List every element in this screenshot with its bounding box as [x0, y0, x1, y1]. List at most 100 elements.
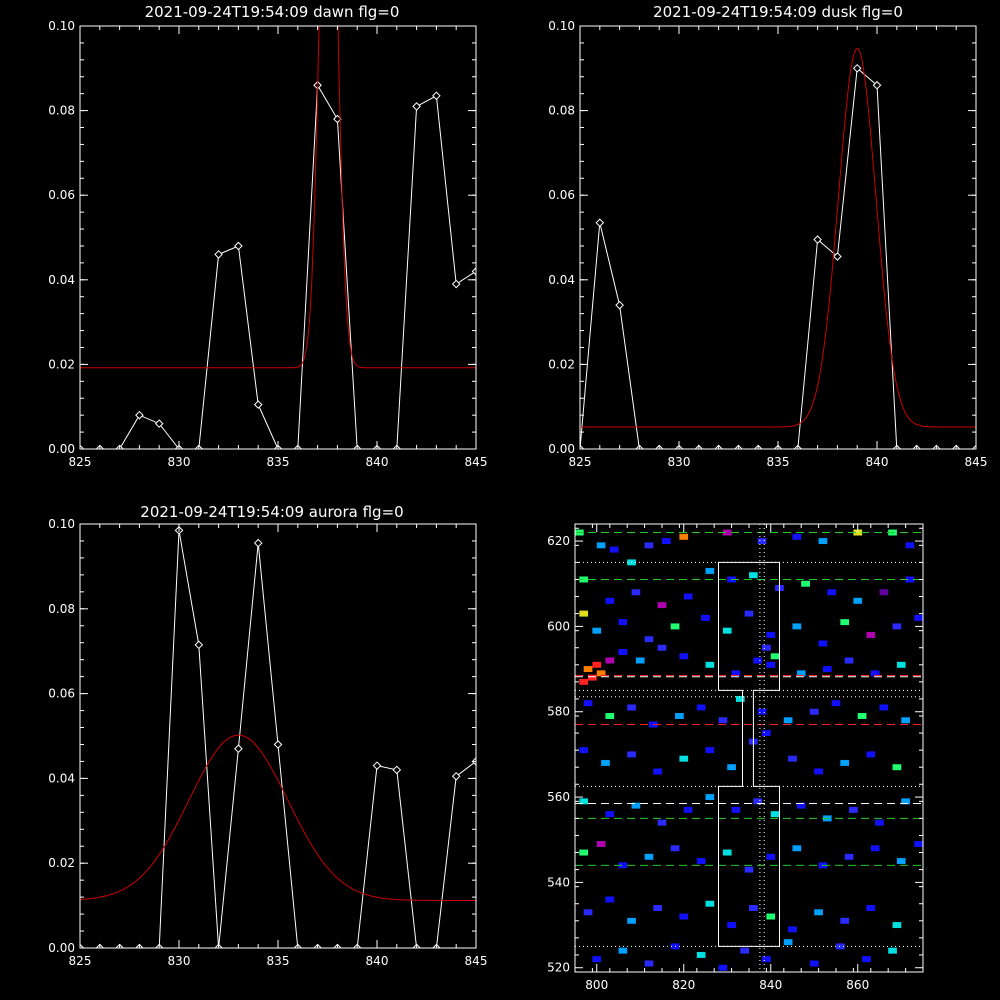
image-pixel-2	[609, 546, 619, 553]
image-pixel-76	[857, 713, 867, 719]
aurora-data-point-0	[80, 943, 85, 948]
image-pixel-57	[766, 661, 776, 668]
image-pixel-77	[879, 704, 889, 711]
dawn-ytick-label-4: 0.08	[48, 104, 75, 118]
aurora-data-point-15	[372, 761, 382, 770]
dawn-ytick-label-0: 0.00	[48, 442, 75, 456]
image-pixel-79	[579, 747, 589, 754]
aurora-title: 2021-09-24T19:54:09 aurora flg=0	[140, 503, 403, 521]
image-pixel-29	[592, 627, 602, 634]
image-pixel-36	[766, 631, 776, 638]
dusk-data-point-0	[580, 444, 585, 449]
image-pixel-118	[844, 853, 854, 860]
image-pixel-74	[809, 708, 819, 715]
image-pixel-49	[618, 649, 628, 655]
dusk-fit-curve	[580, 47, 976, 428]
image-pixel-46	[596, 670, 606, 677]
image-pixel-125	[653, 905, 662, 911]
image-pixel-1	[596, 542, 606, 549]
image-pixel-82	[653, 768, 662, 775]
dawn-panel: 2021-09-24T19:54:09 dawn flg=0 825 830 835…	[48, 3, 488, 469]
image-pixel-35	[744, 610, 754, 617]
dusk-xtick-label-3: 840	[866, 455, 889, 469]
dusk-data-point-2	[615, 300, 624, 310]
image-pixel-131	[788, 926, 797, 933]
image-pixel-144	[783, 939, 793, 946]
image-pixel-7	[722, 529, 732, 536]
image-xtick-label-2: 840	[759, 978, 782, 992]
image-ytick-label-1: 540	[547, 875, 570, 889]
image-pixel-84	[705, 747, 715, 754]
image-ytick-label-4: 600	[547, 619, 570, 633]
image-pixel-136	[592, 956, 602, 963]
image-pixel-47	[579, 678, 589, 685]
image-pixel-48	[605, 657, 615, 664]
aurora-ytick-label-4: 0.08	[48, 602, 75, 616]
image-pixel-40	[866, 631, 876, 638]
aurora-xtick-label-3: 840	[366, 954, 389, 968]
image-pixel-124	[627, 917, 636, 924]
image-pixel-45	[592, 661, 602, 668]
dawn-data-point-8	[234, 241, 243, 251]
image-pixel-28	[579, 610, 589, 617]
dusk-ytick-label-1: 0.02	[548, 357, 575, 371]
image-pixel-78	[901, 717, 910, 724]
image-pixel-21	[749, 572, 758, 579]
dawn-data-point-4	[154, 419, 164, 428]
image-pixel-70	[718, 717, 728, 724]
dawn-data-point-7	[214, 250, 223, 259]
dawn-data-point-20	[471, 267, 476, 276]
image-pixel-26	[879, 589, 889, 596]
image-pixel-43	[583, 666, 593, 673]
image-pixel-8	[757, 538, 767, 545]
image-pixel-83	[679, 755, 689, 762]
image-pixel-60	[822, 666, 832, 673]
image-pixel-24	[827, 589, 836, 596]
image-pixel-97	[683, 806, 693, 813]
image-pixel-134	[866, 905, 876, 911]
image-pixel-64	[583, 700, 593, 707]
dusk-title: 2021-09-24T19:54:09 dusk flg=0	[653, 3, 903, 21]
image-pixel-126	[679, 913, 689, 920]
aurora-data-point-19	[451, 771, 461, 781]
image-pixel-99	[731, 806, 741, 813]
dusk-ytick-label-2: 0.04	[548, 273, 575, 287]
dawn-xtick-label-4: 845	[465, 455, 488, 469]
dawn-ytick-label-5: 0.10	[48, 19, 75, 33]
image-ytick-label-0: 520	[547, 961, 570, 975]
dusk-xtick-label-4: 845	[965, 455, 988, 469]
image-pixel-13	[905, 542, 915, 549]
image-pixel-107	[579, 849, 589, 856]
dusk-ytick-label-4: 0.08	[548, 104, 575, 118]
image-pixel-75	[831, 700, 841, 707]
image-pixel-148	[888, 947, 897, 954]
image-pixel-65	[605, 713, 615, 719]
image-pixel-19	[705, 567, 715, 574]
dusk-plot-area	[580, 47, 976, 449]
image-box-outline	[718, 561, 780, 947]
aurora-fit-curve	[80, 734, 476, 901]
image-pixel-147	[862, 956, 871, 963]
image-pixel-142	[740, 947, 749, 954]
image-pixel-31	[644, 636, 654, 643]
dawn-data-line	[80, 83, 476, 449]
image-panel: 800 820 840 860 520 540 560 580 600 620	[547, 523, 924, 992]
image-pixel-54	[731, 670, 741, 677]
aurora-data-point-9	[253, 538, 263, 548]
image-pixel-92	[892, 764, 902, 771]
image-pixel-94	[605, 811, 615, 818]
image-pixel-106	[901, 798, 910, 805]
image-pixel-62	[870, 670, 880, 677]
image-pixel-30	[618, 619, 628, 626]
image-lines	[575, 524, 923, 972]
image-pixel-95	[631, 802, 641, 809]
image-pixel-135	[892, 922, 902, 929]
image-pixel-52	[679, 653, 689, 660]
aurora-ytick-label-3: 0.06	[48, 687, 75, 701]
dusk-data-point-14	[852, 63, 862, 73]
image-pixel-66	[627, 704, 636, 711]
image-pixel-110	[644, 853, 654, 860]
image-pixel-123	[605, 896, 615, 903]
dawn-ytick-label-1: 0.02	[48, 357, 75, 371]
